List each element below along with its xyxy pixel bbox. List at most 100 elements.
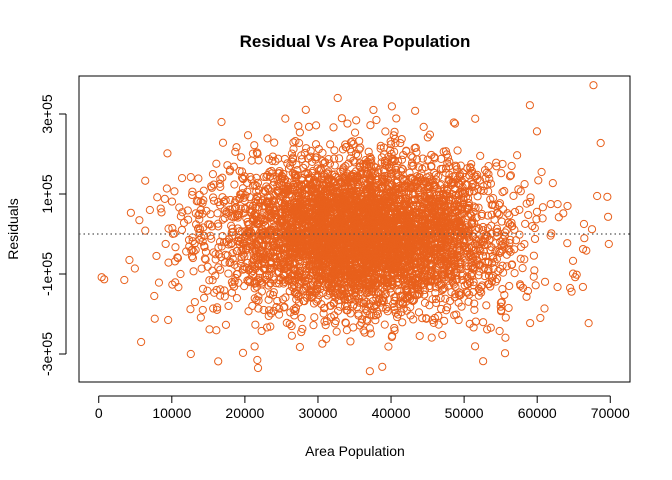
data-point [478, 251, 488, 261]
data-point [486, 282, 495, 291]
data-point [486, 179, 496, 188]
data-point [257, 326, 266, 336]
data-point [216, 182, 225, 192]
data-point [457, 232, 466, 241]
data-point [280, 154, 289, 164]
data-point [468, 180, 477, 189]
data-point [470, 342, 480, 351]
data-point [423, 155, 432, 164]
data-point [428, 315, 437, 325]
data-point [381, 230, 390, 239]
data-point [359, 299, 369, 308]
data-point [373, 310, 383, 319]
data-point [225, 165, 235, 174]
data-point [469, 323, 478, 332]
data-point [275, 168, 284, 178]
data-point [567, 287, 576, 296]
data-point [226, 195, 235, 205]
data-point [278, 271, 288, 280]
data-point [336, 237, 346, 246]
data-point [188, 187, 197, 196]
data-point [230, 277, 239, 286]
data-point [378, 269, 387, 278]
data-point [455, 236, 464, 245]
data-point [484, 169, 493, 179]
data-point [330, 319, 340, 328]
data-point [237, 167, 247, 176]
data-point [442, 164, 451, 173]
data-point [415, 331, 424, 341]
data-point [311, 140, 321, 149]
data-point [452, 245, 462, 254]
data-point [563, 201, 572, 211]
data-point [426, 175, 435, 184]
data-point [152, 251, 161, 261]
data-point [225, 258, 234, 268]
data-point [403, 284, 412, 293]
data-point [457, 228, 467, 237]
data-point [298, 286, 307, 295]
data-point [530, 234, 540, 244]
data-point [184, 215, 193, 224]
data-point [412, 257, 421, 266]
data-point [366, 175, 375, 184]
data-point [238, 245, 247, 254]
data-point [350, 221, 359, 231]
data-point [501, 333, 510, 342]
data-point [345, 256, 355, 265]
data-point [513, 151, 522, 160]
data-point [191, 209, 200, 218]
data-point [469, 264, 478, 273]
data-point [442, 150, 451, 159]
data-point [450, 119, 460, 128]
data-point [584, 319, 593, 328]
data-point [273, 243, 282, 252]
data-point [280, 235, 289, 244]
data-point [227, 228, 236, 237]
data-point [394, 300, 403, 309]
data-point [428, 234, 437, 243]
data-point [150, 314, 159, 323]
data-point [233, 246, 242, 256]
data-point [380, 177, 390, 186]
data-point [510, 207, 520, 217]
data-point [459, 209, 468, 218]
data-point [205, 276, 214, 285]
data-point [390, 127, 399, 136]
data-point [394, 185, 403, 194]
data-point [459, 241, 469, 251]
data-point [339, 214, 348, 223]
data-point [306, 152, 315, 161]
data-point [294, 262, 303, 271]
data-point [444, 218, 453, 227]
data-point [538, 203, 547, 212]
data-point [261, 240, 270, 250]
data-point [463, 288, 472, 297]
data-point [329, 280, 339, 289]
data-point [208, 276, 217, 285]
data-point [419, 122, 428, 131]
data-point [260, 202, 270, 211]
data-point [484, 257, 493, 266]
data-point [329, 253, 338, 263]
data-point [469, 278, 478, 287]
data-point [308, 166, 317, 176]
data-point [503, 209, 512, 218]
data-point [263, 134, 272, 143]
data-point [189, 267, 198, 276]
data-point [526, 318, 535, 328]
data-point [195, 215, 204, 224]
data-point [371, 254, 380, 263]
data-point [383, 307, 392, 316]
data-point [218, 215, 227, 224]
data-point [366, 178, 375, 187]
data-point [427, 333, 436, 342]
data-point [362, 187, 371, 196]
data-point [318, 339, 327, 348]
data-point [186, 173, 195, 182]
data-point [292, 215, 301, 224]
data-point [231, 147, 240, 156]
data-point [371, 311, 380, 320]
data-point [330, 154, 339, 163]
data-point [287, 149, 297, 158]
